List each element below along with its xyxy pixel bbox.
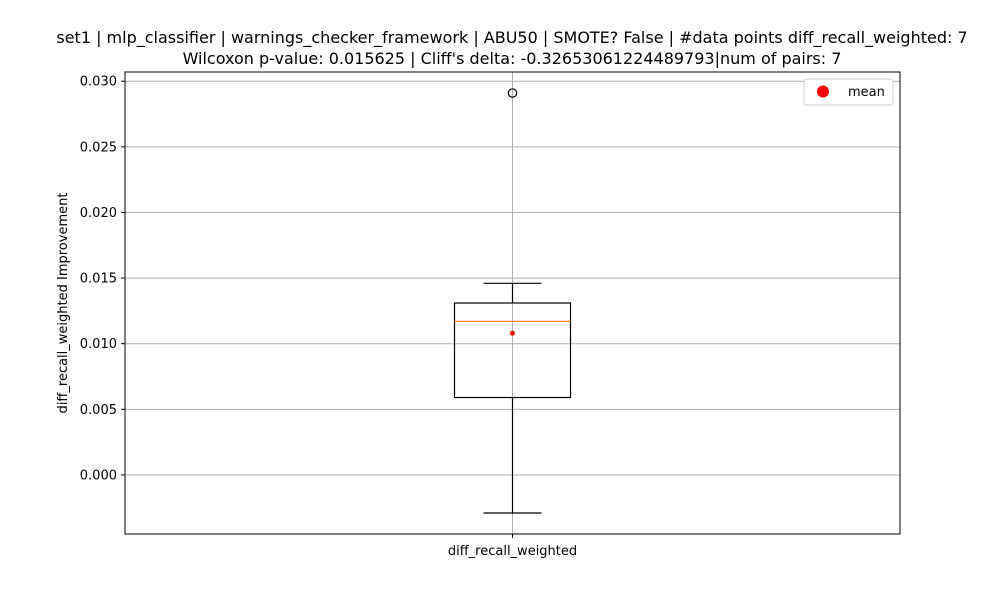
outlier-point [507, 88, 518, 98]
y-tick-label: 0.025 [80, 140, 117, 155]
box-element [453, 88, 572, 514]
legend: mean [803, 78, 894, 106]
y-axis-label: diff_recall_weighted Improvement [56, 193, 71, 414]
plot-frame [124, 71, 901, 535]
y-tick-label: 0.020 [80, 206, 117, 221]
y-tick-label: 0.005 [80, 403, 117, 418]
y-axis-ticks: 0.000 0.005 0.010 0.015 0.020 0.025 0.030 [80, 75, 125, 483]
y-tick-label: 0.015 [80, 272, 117, 287]
grid-lines [125, 72, 900, 534]
chart-title-line2: Wilcoxon p-value: 0.015625 | Cliff's del… [183, 49, 842, 68]
y-tick-label: 0.010 [80, 337, 117, 352]
x-axis-ticks: diff_recall_weighted [448, 534, 577, 559]
y-tick-label: 0.000 [80, 468, 117, 483]
mean-marker [510, 330, 515, 336]
legend-frame [803, 78, 894, 106]
y-tick-label: 0.030 [80, 75, 117, 90]
iqr-box [453, 302, 572, 399]
x-tick-label: diff_recall_weighted [448, 544, 577, 559]
legend-mean-marker [817, 85, 829, 98]
legend-mean-label: mean [848, 85, 885, 100]
chart-title-line1: set1 | mlp_classifier | warnings_checker… [56, 28, 967, 48]
